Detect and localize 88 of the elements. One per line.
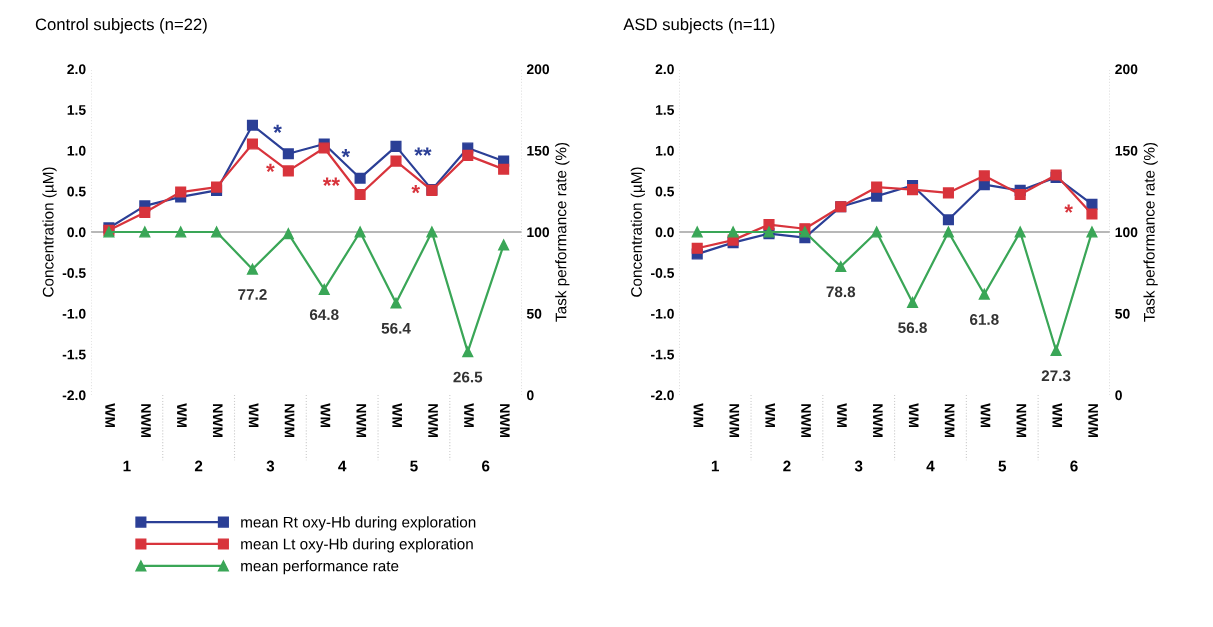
annotation: * [411, 184, 421, 194]
data-label: 27.3 [1041, 370, 1071, 382]
y-tick-label: 0.5 [655, 186, 675, 197]
x-tick-label: WM [837, 403, 847, 428]
y2-axis-title: Task performance rate (%) [1143, 142, 1158, 322]
x-tick-label: WM [248, 403, 259, 428]
chart-title: Control subjects (n=22) [35, 18, 207, 34]
chart-title: ASD subjects (n=11) [623, 18, 775, 34]
annotation: * [266, 163, 275, 173]
x-tick-label: NWM [500, 404, 510, 438]
y2-tick-label: 50 [526, 308, 542, 319]
annotation: ** [414, 147, 432, 156]
y2-tick-label: 150 [1115, 145, 1138, 156]
x-tick-label: NWM [1016, 404, 1027, 438]
text: 5 [410, 460, 418, 472]
x-tick-label: NWM [801, 404, 811, 438]
data-label: 77.2 [238, 289, 267, 300]
x-tick-label: WM [105, 403, 115, 428]
y-tick-label: -2.0 [651, 390, 674, 401]
text: 4 [338, 460, 347, 472]
y-axis-title: Concentration (µM) [630, 167, 645, 297]
x-tick-label: NWM [212, 404, 223, 438]
legend-label: mean Rt oxy-Hb during exploration [241, 516, 476, 531]
y-tick-label: -1.0 [651, 308, 674, 319]
text: 3 [266, 460, 275, 472]
data-label: 56.8 [898, 322, 927, 334]
y-tick-label: -0.5 [62, 268, 86, 278]
data-label: 56.4 [381, 322, 411, 334]
data-label: 61.8 [969, 314, 999, 325]
y-tick-label: 1.0 [67, 145, 86, 156]
y-tick-label: 2.0 [67, 64, 86, 75]
y-tick-label: 2.0 [655, 64, 674, 75]
annotation: * [1064, 204, 1073, 213]
x-tick-label: WM [765, 403, 775, 428]
y-tick-label: -1.5 [62, 349, 86, 360]
data-label: 26.5 [453, 371, 483, 383]
text: 2 [783, 460, 791, 472]
y2-axis-title: Task performance rate (%) [555, 142, 570, 322]
y-tick-label: 0.0 [655, 227, 674, 238]
text: 1 [711, 460, 719, 472]
x-tick-label: WM [908, 403, 919, 428]
x-tick-label: NWM [873, 404, 883, 438]
y-tick-label: -0.5 [651, 268, 675, 278]
x-tick-label: WM [392, 403, 402, 428]
y-tick-label: 0.5 [67, 186, 86, 197]
text: 3 [854, 460, 863, 472]
y2-tick-label: 100 [527, 227, 550, 238]
y2-tick-label: 50 [1115, 308, 1130, 319]
y-tick-label: 1.5 [655, 105, 675, 115]
annotation: * [341, 149, 351, 158]
y2-tick-label: 200 [1115, 64, 1138, 75]
text: 5 [998, 460, 1007, 472]
y-axis-title: Concentration (µM) [42, 167, 57, 297]
text: 6 [1070, 460, 1078, 472]
y2-tick-label: 150 [527, 145, 550, 156]
y2-tick-label: 0 [1115, 390, 1122, 401]
text: 2 [194, 460, 203, 472]
data-label: 78.8 [826, 286, 856, 298]
x-tick-label: NWM [428, 404, 438, 438]
x-tick-label: NWM [284, 404, 295, 438]
x-tick-label: NWM [944, 404, 955, 438]
y-tick-label: 0.0 [67, 227, 86, 238]
x-tick-label: NWM [141, 404, 151, 438]
y2-tick-label: 100 [1115, 227, 1138, 238]
x-tick-label: NWM [729, 404, 740, 438]
y-tick-label: -1.5 [651, 349, 675, 360]
x-tick-label: WM [464, 403, 474, 428]
x-tick-label: NWM [356, 404, 367, 438]
y-tick-label: -2.0 [62, 390, 86, 401]
x-tick-label: WM [320, 403, 331, 428]
x-tick-label: WM [693, 403, 704, 428]
y2-tick-label: 200 [526, 64, 550, 75]
annotation: * [273, 124, 282, 133]
y2-tick-label: 0 [527, 390, 534, 401]
x-tick-label: WM [177, 403, 187, 428]
annotation: ** [322, 177, 341, 186]
legend-label: mean performance rate [241, 560, 399, 575]
x-tick-label: NWM [1088, 404, 1098, 438]
text: 1 [123, 460, 131, 472]
text: 6 [482, 460, 490, 472]
x-tick-label: WM [980, 403, 991, 428]
x-tick-label: WM [1052, 403, 1063, 428]
y-tick-label: 1.5 [67, 105, 86, 115]
legend-label: mean Lt oxy-Hb during exploration [241, 538, 473, 553]
y-tick-label: -1.0 [62, 308, 86, 319]
y-tick-label: 1.0 [655, 145, 674, 156]
data-label: 64.8 [309, 309, 339, 321]
text: 4 [926, 460, 935, 472]
